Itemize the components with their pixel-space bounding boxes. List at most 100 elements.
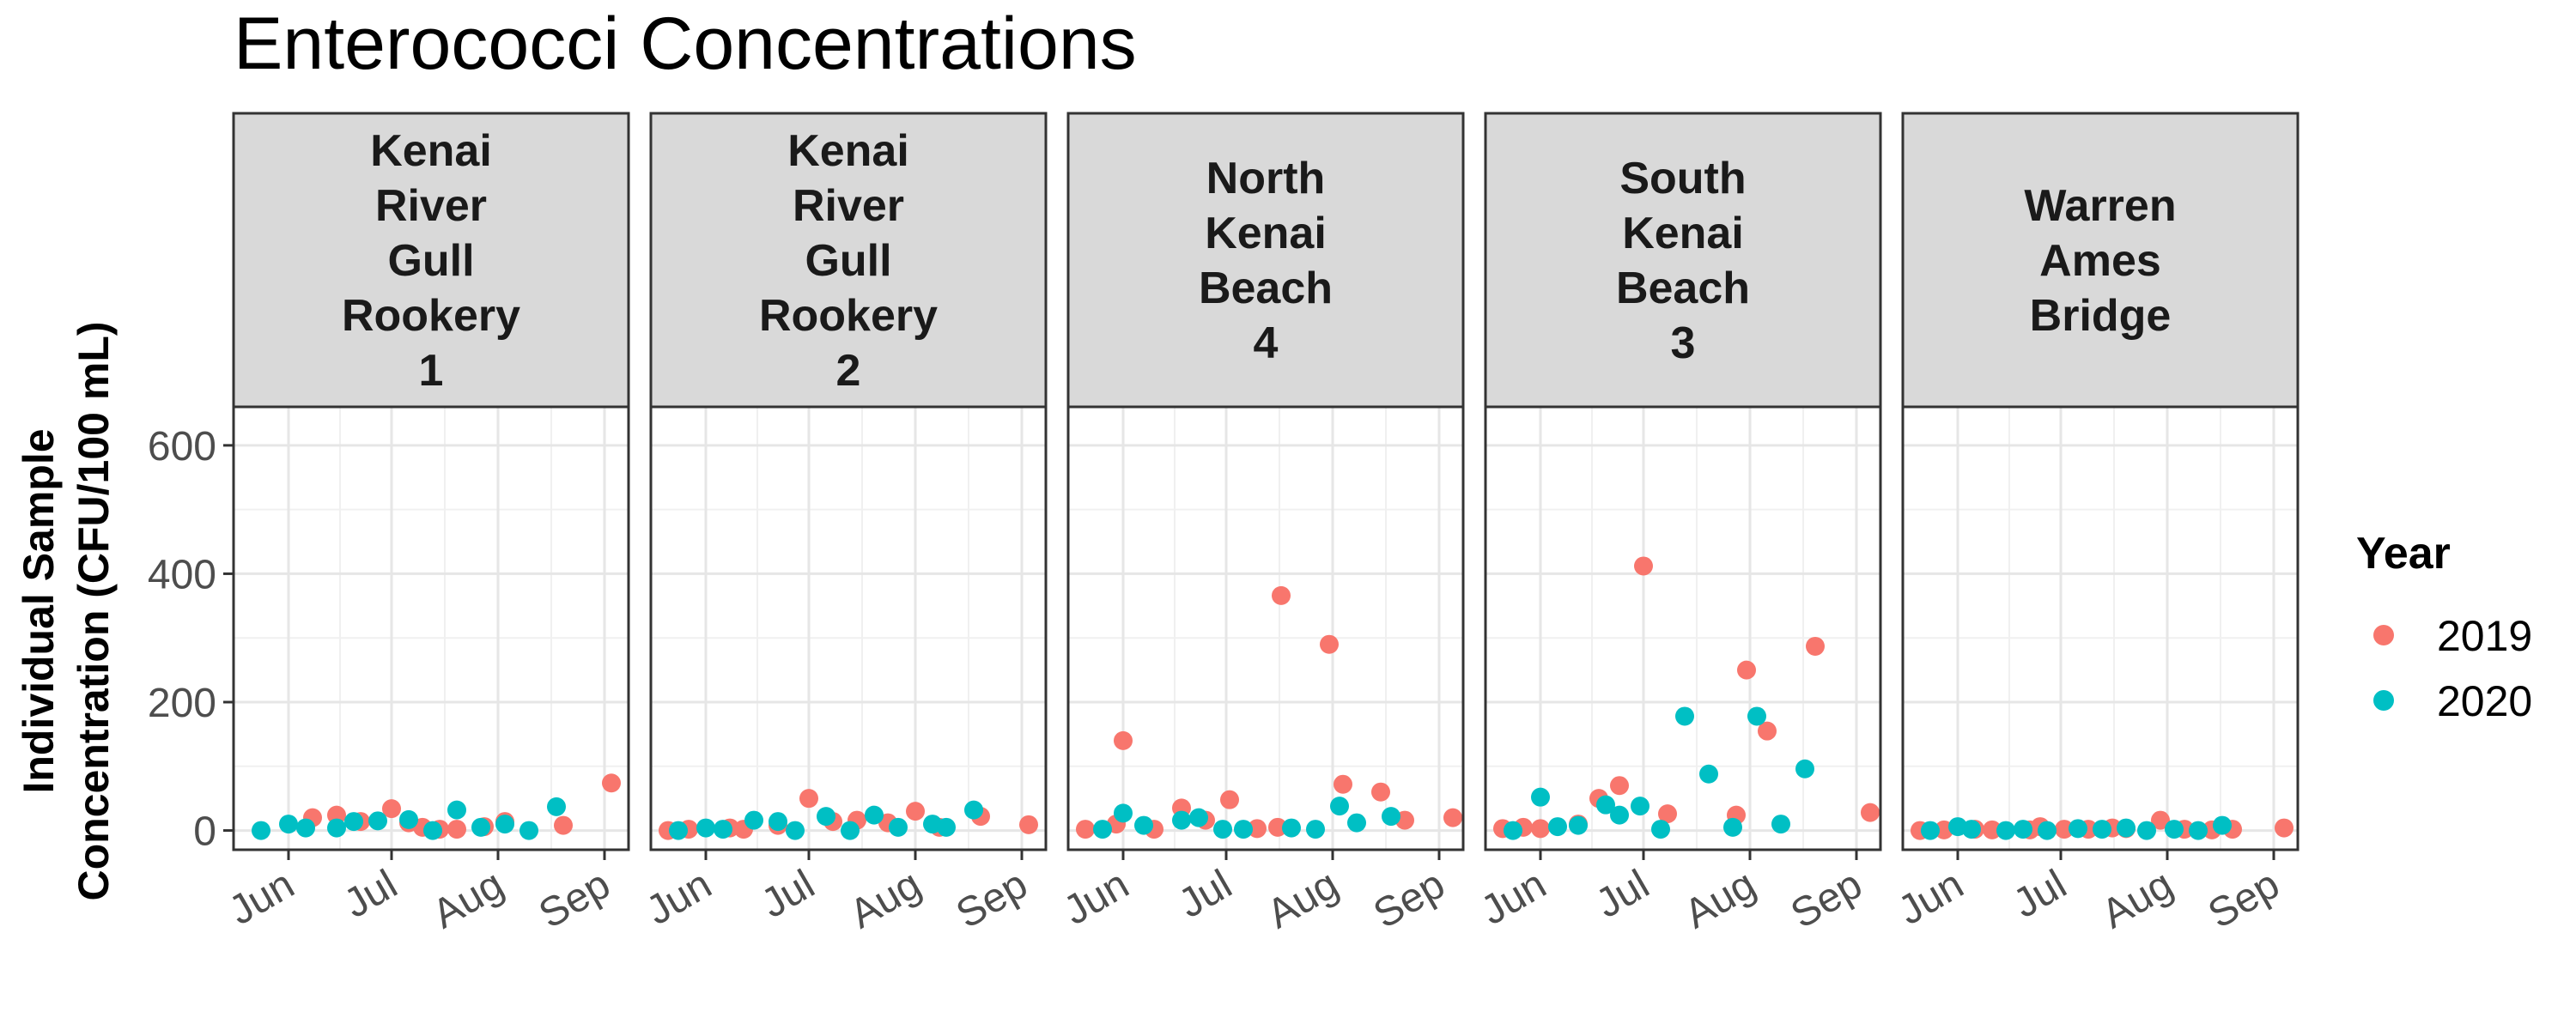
data-point-2020 [471,817,490,837]
data-point-2019 [602,773,621,793]
legend: Year 2019 2020 [2356,529,2532,725]
data-point-2019 [1443,808,1462,827]
facet-strip-label: Kenai [787,126,909,176]
facet-strip-label: Rookery [342,291,520,341]
data-point-2020 [1282,818,1301,838]
data-point-2019 [1114,730,1133,750]
data-point-2019 [1983,820,2002,839]
data-point-2020 [1189,808,1208,827]
data-point-2020 [1531,787,1550,807]
data-point-2020 [447,800,466,820]
y-tick-label: 0 [193,809,216,855]
data-point-2020 [1795,759,1814,779]
data-point-2019 [1371,782,1390,802]
data-point-2019 [1334,774,1352,794]
data-point-2020 [1699,764,1718,784]
facet-strip [649,112,1048,409]
y-axis-title-line: Concentration (CFU/100 mL) [70,321,118,900]
data-point-2020 [841,821,860,840]
data-point-2020 [964,800,983,820]
data-point-2019 [799,789,818,809]
data-point-2020 [368,811,387,831]
data-point-2020 [769,812,787,832]
facet-strip-label: Gull [387,236,474,286]
y-axis-title: Individual Sample Concentration (CFU/100 … [15,321,118,900]
facet-strip-label: Warren [2024,181,2176,231]
data-point-2020 [2213,815,2232,835]
data-point-2020 [344,812,363,832]
facet-strip-label: River [375,181,487,231]
data-point-2020 [817,807,835,827]
data-point-2020 [1114,803,1133,823]
legend-title: Year [2356,529,2451,579]
data-point-2020 [669,821,688,840]
facet-strip [232,112,630,409]
data-point-2019 [1610,776,1629,796]
data-point-2020 [399,809,418,829]
data-point-2020 [279,815,298,834]
data-point-2020 [1548,817,1567,837]
panel-background [234,407,629,850]
data-point-2020 [2189,821,2208,840]
data-point-2019 [1634,556,1653,576]
data-point-2019 [554,815,573,835]
panel-background [1485,407,1880,850]
data-point-2019 [1758,721,1777,741]
data-point-2019 [1076,820,1095,839]
legend-key-2020 [2373,690,2394,711]
facet-strip-label: 2 [836,346,861,396]
data-point-2020 [1306,820,1325,839]
legend-label-2020: 2020 [2437,677,2532,725]
data-point-2020 [1596,795,1615,815]
y-tick-label: 600 [148,424,216,470]
facet-strip-label: Rookery [759,291,938,341]
data-point-2020 [252,821,270,840]
facet-strip-label: 1 [419,346,444,396]
data-point-2020 [1651,820,1670,839]
data-point-2020 [1330,797,1349,816]
data-point-2020 [1996,821,2015,840]
data-point-2020 [2137,821,2156,840]
data-point-2020 [1921,821,1940,840]
data-point-2019 [447,820,466,839]
data-point-2019 [906,802,925,821]
data-point-2020 [786,821,805,840]
data-point-2020 [714,820,732,839]
data-point-2020 [1213,820,1232,839]
facet-strip [1484,112,1882,409]
facet-strip-label: 4 [1254,318,1279,368]
data-point-2019 [1806,636,1825,656]
data-point-2019 [1248,819,1267,839]
data-point-2020 [296,818,315,838]
data-point-2020 [2165,820,2184,839]
data-point-2020 [495,815,514,834]
data-point-2020 [1771,815,1790,834]
data-point-2020 [744,810,763,830]
data-point-2020 [1631,797,1649,816]
data-point-2020 [327,818,346,838]
facet-strip-label: North [1206,154,1326,203]
facet-strip-label: Beach [1616,264,1750,313]
data-point-2019 [2275,818,2293,838]
data-point-2020 [1234,820,1253,839]
facet-strip-label: River [793,181,904,231]
data-point-2020 [2117,818,2136,838]
facet-strip-label: South [1619,154,1746,203]
panel-background [1068,407,1463,850]
data-point-2019 [1019,815,1038,834]
data-point-2019 [382,799,401,819]
data-point-2020 [1504,821,1522,840]
data-point-2020 [519,821,538,840]
data-point-2020 [423,821,442,840]
data-point-2020 [1723,817,1742,837]
panel-background [1903,407,2298,850]
data-point-2019 [1531,819,1550,839]
data-point-2019 [1320,634,1339,654]
data-point-2020 [1382,807,1400,827]
